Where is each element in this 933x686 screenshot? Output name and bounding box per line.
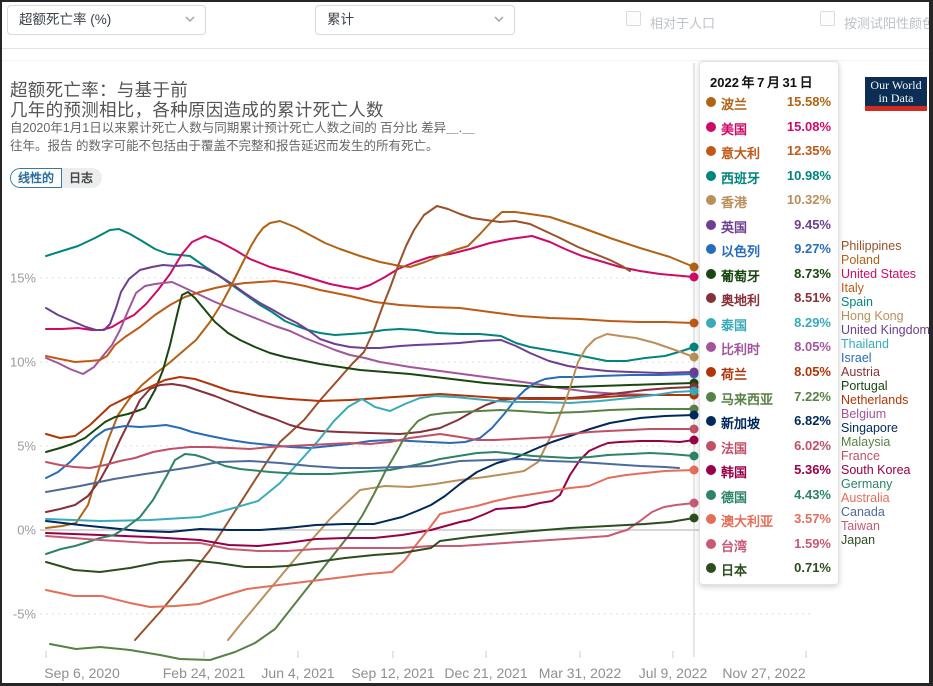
svg-text:Sep 12, 2021: Sep 12, 2021 <box>351 665 435 681</box>
svg-text:5%: 5% <box>17 439 36 454</box>
svg-text:Sep 6, 2020: Sep 6, 2020 <box>44 665 120 681</box>
svg-text:Dec 21, 2021: Dec 21, 2021 <box>444 665 527 681</box>
svg-text:Jul 9, 2022: Jul 9, 2022 <box>639 665 708 681</box>
svg-text:15%: 15% <box>10 271 36 286</box>
svg-text:Nov 27, 2022: Nov 27, 2022 <box>722 665 805 681</box>
svg-text:Feb 24, 2021: Feb 24, 2021 <box>163 665 246 681</box>
svg-text:Mar 31, 2022: Mar 31, 2022 <box>539 665 622 681</box>
svg-text:Jun 4, 2021: Jun 4, 2021 <box>261 665 334 681</box>
svg-text:-5%: -5% <box>13 607 37 622</box>
svg-text:0%: 0% <box>17 523 36 538</box>
svg-text:10%: 10% <box>10 355 36 370</box>
